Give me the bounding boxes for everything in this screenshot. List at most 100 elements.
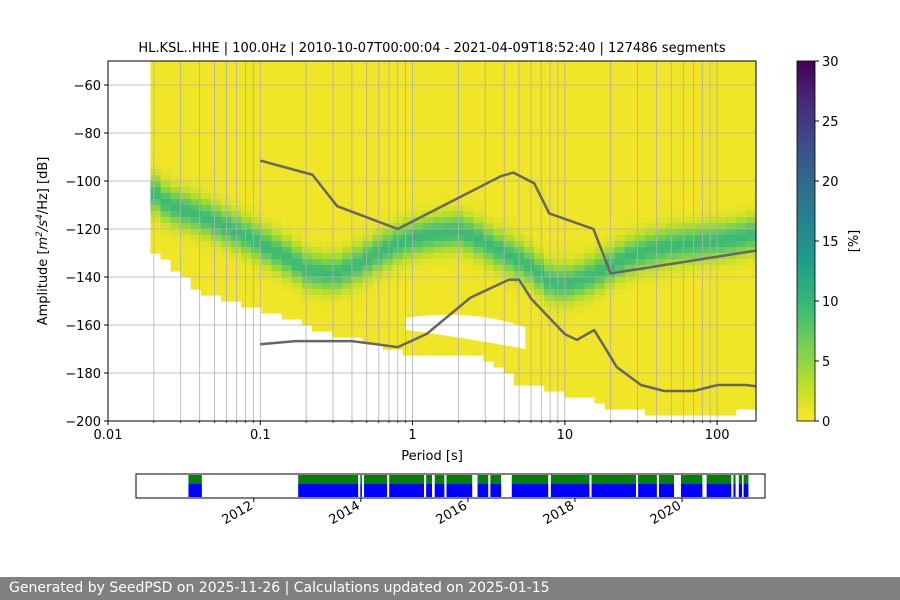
psd-cell — [644, 361, 656, 368]
psd-cell — [745, 145, 756, 152]
psd-cell — [332, 139, 343, 146]
psd-cell — [180, 157, 192, 164]
psd-cell — [725, 193, 737, 200]
psd-cell — [372, 91, 384, 98]
psd-cell — [705, 331, 717, 338]
psd-cell — [675, 313, 686, 320]
psd-cell — [523, 325, 535, 332]
psd-cell — [170, 187, 182, 194]
psd-cell — [311, 259, 323, 266]
psd-cell — [443, 253, 454, 260]
psd-cell — [614, 277, 626, 284]
psd-cell — [624, 319, 636, 326]
psd-cell — [362, 331, 374, 338]
psd-cell — [685, 103, 697, 110]
psd-cell — [251, 217, 263, 224]
psd-cell — [291, 301, 303, 308]
psd-cell — [402, 343, 414, 350]
psd-cell — [523, 301, 535, 308]
psd-cell — [705, 283, 717, 290]
psd-cell — [473, 271, 485, 278]
psd-cell — [402, 283, 414, 290]
psd-cell — [554, 217, 565, 224]
psd-cell — [160, 193, 172, 200]
psd-cell — [170, 265, 182, 272]
psd-cell — [604, 61, 616, 68]
psd-cell — [735, 217, 747, 224]
psd-cell — [433, 277, 444, 284]
psd-cell — [211, 169, 222, 176]
psd-cell — [301, 157, 313, 164]
psd-cell — [634, 121, 646, 128]
psd-cell — [624, 277, 636, 284]
psd-cell — [624, 223, 636, 230]
psd-cell — [655, 289, 666, 296]
psd-cell — [634, 79, 646, 86]
psd-cell — [675, 229, 686, 236]
psd-cell — [544, 331, 555, 338]
psd-cell — [251, 223, 263, 230]
psd-cell — [281, 205, 293, 212]
psd-cell — [443, 133, 454, 140]
psd-cell — [604, 193, 616, 200]
psd-cell — [261, 115, 273, 122]
psd-cell — [200, 199, 212, 206]
psd-cell — [644, 73, 656, 80]
psd-cell — [614, 73, 626, 80]
y-tick-label: −200 — [65, 415, 101, 430]
psd-cell — [604, 379, 616, 386]
psd-cell — [574, 217, 586, 224]
psd-cell — [473, 307, 485, 314]
psd-cell — [402, 169, 414, 176]
psd-cell — [261, 121, 273, 128]
psd-cell — [715, 355, 727, 362]
psd-cell — [594, 289, 606, 296]
psd-cell — [705, 67, 717, 74]
psd-cell — [695, 91, 707, 98]
psd-cell — [705, 121, 717, 128]
psd-cell — [281, 109, 293, 116]
psd-cell — [634, 175, 646, 182]
psd-cell — [372, 115, 384, 122]
psd-cell — [655, 343, 666, 350]
psd-cell — [352, 265, 363, 272]
psd-cell — [655, 121, 666, 128]
psd-cell — [725, 151, 737, 158]
availability-year-label: 2016 — [434, 498, 470, 528]
psd-cell — [483, 175, 495, 182]
psd-cell — [685, 337, 697, 344]
psd-cell — [634, 391, 646, 398]
psd-cell — [362, 313, 374, 320]
psd-cell — [422, 349, 434, 356]
psd-cell — [614, 175, 626, 182]
psd-cell — [675, 241, 686, 248]
psd-cell — [463, 205, 475, 212]
psd-cell — [433, 85, 444, 92]
psd-cell — [211, 217, 222, 224]
psd-cell — [160, 115, 172, 122]
psd-cell — [564, 241, 575, 248]
psd-cell — [634, 133, 646, 140]
psd-cell — [291, 265, 303, 272]
psd-cell — [473, 247, 485, 254]
psd-cell — [291, 229, 303, 236]
psd-cell — [634, 109, 646, 116]
psd-cell — [412, 271, 424, 278]
psd-cell — [443, 145, 454, 152]
psd-cell — [311, 61, 323, 68]
psd-cell — [251, 97, 263, 104]
psd-cell — [554, 73, 565, 80]
psd-cell — [190, 109, 202, 116]
psd-cell — [715, 205, 727, 212]
psd-cell — [281, 115, 293, 122]
psd-cell — [150, 199, 162, 206]
colorbar-tick-label: 15 — [822, 235, 839, 250]
psd-cell — [433, 145, 444, 152]
psd-cell — [544, 217, 555, 224]
psd-cell — [372, 277, 384, 284]
psd-cell — [493, 289, 505, 296]
psd-cell — [493, 187, 505, 194]
psd-cell — [301, 289, 313, 296]
psd-cell — [200, 133, 212, 140]
psd-cell — [322, 283, 333, 290]
